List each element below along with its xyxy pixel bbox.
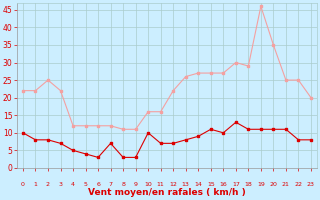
X-axis label: Vent moyen/en rafales ( km/h ): Vent moyen/en rafales ( km/h )	[88, 188, 246, 197]
